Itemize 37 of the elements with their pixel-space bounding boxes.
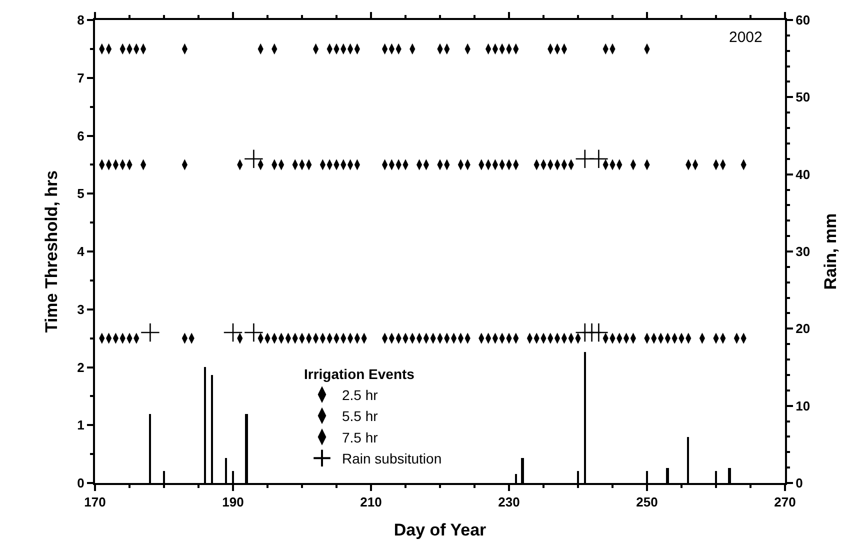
y2-tick-label: 20 [796,321,810,336]
x-tick-label: 170 [84,494,106,510]
y2-tick-label: 40 [796,166,810,182]
point [588,322,608,342]
y2-axis-title: Rain, mm [820,213,840,290]
annotation: 2002 [729,29,762,46]
x-axis-title: Day of Year [394,520,487,540]
y2-tick-label: 50 [796,90,810,105]
y-tick-label: 0 [77,476,84,491]
y-tick-label: 4 [77,244,86,260]
x-tick-label: 250 [636,494,658,510]
y-tick-label: 7 [77,70,84,86]
point [588,149,608,169]
point [244,149,264,169]
point [140,322,160,342]
legend-label: 5.5 hr [342,408,378,424]
legend-label: 7.5 hr [342,429,378,446]
x-tick-label: 230 [498,494,520,510]
y2-tick-label: 30 [796,244,810,260]
x-tick-label: 270 [774,494,796,510]
x-tick-label: 190 [222,494,244,510]
y-tick-label: 6 [77,128,84,144]
y-tick-label: 1 [77,418,84,433]
legend-label: Rain subsitution [342,450,442,467]
legend-title: Irrigation Events [304,366,415,382]
y-tick-label: 8 [77,12,84,28]
y2-tick-label: 10 [796,398,810,414]
y-axis-title: Time Threshold, hrs [42,170,62,333]
point [223,322,243,342]
y2-tick-label: 60 [796,12,810,28]
legend-label: 2.5 hr [342,387,378,403]
y2-tick-label: 0 [796,476,803,491]
y-tick-label: 5 [77,186,84,202]
y-tick-label: 2 [77,360,84,375]
point [244,322,264,342]
x-tick-label: 210 [360,494,382,510]
y-tick-label: 3 [77,302,84,317]
